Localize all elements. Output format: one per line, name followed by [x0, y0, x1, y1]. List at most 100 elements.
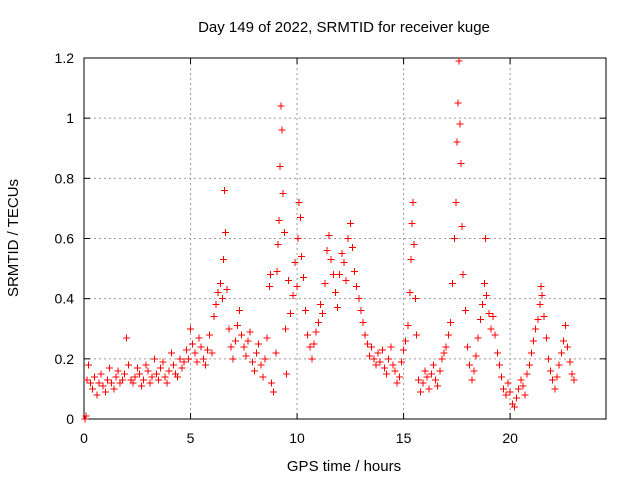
data-point — [327, 256, 335, 264]
data-point — [304, 331, 312, 339]
chart-title: Day 149 of 2022, SRMTID for receiver kug… — [198, 19, 490, 36]
data-point — [470, 367, 478, 375]
data-point — [410, 241, 418, 249]
data-point — [299, 274, 307, 282]
data-point — [193, 358, 201, 366]
data-point — [342, 277, 350, 285]
data-point — [323, 247, 331, 255]
y-tick-label: 0.2 — [55, 351, 75, 367]
data-point — [161, 373, 169, 381]
data-point — [174, 373, 182, 381]
data-point — [361, 331, 369, 339]
data-point — [393, 379, 401, 387]
data-point — [216, 280, 224, 288]
data-point — [266, 271, 274, 279]
x-axis-label: GPS time / hours — [287, 458, 401, 475]
data-point — [263, 334, 271, 342]
data-point — [108, 379, 116, 387]
data-point — [265, 283, 273, 291]
data-point — [91, 373, 99, 381]
data-point — [449, 280, 457, 288]
data-point — [376, 358, 384, 366]
data-point — [389, 361, 397, 369]
data-point — [355, 295, 363, 303]
data-point — [319, 310, 327, 318]
data-point — [195, 334, 203, 342]
data-point — [148, 373, 156, 381]
data-point — [223, 286, 231, 294]
data-point — [191, 349, 199, 357]
data-point — [255, 340, 263, 348]
data-point — [338, 250, 346, 258]
data-point — [459, 271, 467, 279]
data-point — [519, 382, 527, 390]
data-point — [472, 352, 480, 360]
data-point — [351, 268, 359, 276]
data-point — [118, 376, 126, 384]
data-point — [201, 361, 209, 369]
data-point — [227, 343, 235, 351]
data-point — [547, 367, 555, 375]
grid-layer — [84, 58, 606, 419]
data-point — [244, 337, 252, 345]
data-point — [101, 388, 109, 396]
data-point — [236, 307, 244, 315]
data-point — [282, 370, 290, 378]
data-point — [564, 343, 572, 351]
data-point — [123, 334, 131, 342]
data-point — [400, 346, 408, 354]
data-point — [444, 331, 452, 339]
data-point — [140, 376, 148, 384]
data-point — [306, 343, 314, 351]
data-point — [242, 352, 250, 360]
data-point — [537, 283, 545, 291]
data-point — [331, 289, 339, 297]
data-point — [525, 361, 533, 369]
y-tick-label: 0 — [66, 411, 74, 427]
data-point — [532, 325, 540, 333]
data-point — [275, 216, 283, 224]
axis-layer: 0 0.2 0.4 0.6 0.8 1 1.2 0 5 10 15 20 — [55, 50, 607, 446]
data-point — [485, 310, 493, 318]
data-point — [294, 235, 302, 242]
data-point — [233, 322, 241, 330]
data-point — [155, 376, 163, 384]
y-axis-label: SRMTID / TECUs — [5, 179, 22, 297]
data-point — [407, 256, 415, 264]
data-point — [178, 364, 186, 372]
y-tick-label: 1 — [66, 110, 74, 126]
data-point — [276, 162, 284, 170]
data-point — [429, 361, 437, 369]
data-point — [482, 235, 490, 242]
points-layer — [81, 57, 578, 423]
data-point — [513, 394, 521, 402]
data-point — [297, 253, 305, 261]
data-point — [208, 349, 216, 357]
x-tick-label: 10 — [289, 430, 305, 446]
data-point — [562, 322, 570, 330]
data-point — [302, 307, 310, 315]
data-point — [106, 364, 114, 372]
data-point — [89, 385, 97, 393]
data-point — [225, 325, 233, 333]
data-point — [415, 376, 423, 384]
data-point — [483, 292, 491, 300]
data-point — [270, 388, 278, 396]
data-point — [272, 349, 280, 357]
data-point — [189, 340, 197, 348]
data-point — [457, 159, 465, 167]
data-point — [348, 244, 356, 252]
data-point — [402, 337, 410, 345]
data-point — [248, 358, 256, 366]
data-point — [542, 334, 550, 342]
data-point — [334, 304, 342, 312]
data-point — [261, 355, 269, 363]
data-point — [495, 361, 503, 369]
data-point — [82, 412, 90, 420]
data-point — [408, 219, 416, 227]
data-point — [138, 382, 146, 390]
data-point — [442, 343, 450, 351]
data-point — [152, 370, 160, 378]
data-point — [521, 391, 529, 399]
